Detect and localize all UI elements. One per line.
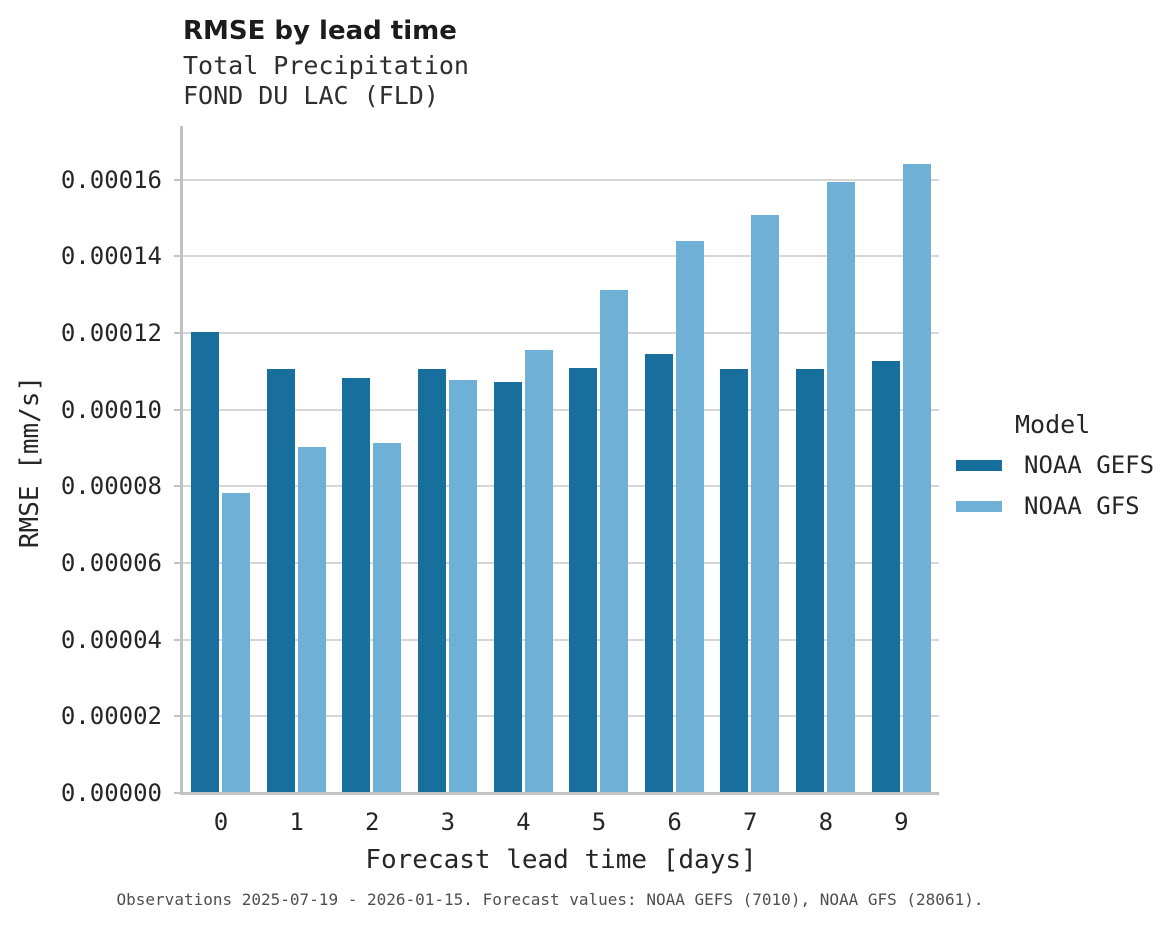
bar-group-lead-4 <box>485 349 561 793</box>
bar-noaa-gfs-lead-7 <box>751 214 780 793</box>
bar-noaa-gefs-lead-7 <box>720 369 749 793</box>
bar-noaa-gefs-lead-5 <box>569 368 598 793</box>
x-tick-label: 6 <box>667 808 682 836</box>
y-tick-mark <box>174 332 180 335</box>
x-tick-label: 3 <box>440 808 456 836</box>
bar-noaa-gefs-lead-9 <box>871 361 900 793</box>
bar-group-lead-7 <box>712 214 788 793</box>
chart-subtitle-station: FOND DU LAC (FLD) <box>183 81 439 110</box>
bar-noaa-gefs-lead-4 <box>493 382 522 793</box>
gridline <box>183 485 939 488</box>
bar-group-lead-9 <box>863 164 939 793</box>
bar-noaa-gefs-lead-0 <box>191 331 220 793</box>
bar-noaa-gfs-lead-6 <box>675 241 704 793</box>
x-tick-label: 7 <box>742 808 758 836</box>
x-axis-spine <box>180 792 939 795</box>
bar-group-lead-1 <box>259 369 335 793</box>
bar-group-lead-0 <box>183 331 259 793</box>
bar-group-lead-3 <box>410 368 486 793</box>
caption: Observations 2025-07-19 - 2026-01-15. Fo… <box>116 890 984 909</box>
legend-swatch-noaa-gfs <box>956 500 1002 512</box>
y-tick-label: 0.00006 <box>60 549 162 577</box>
chart-subtitle-variable: Total Precipitation <box>183 51 469 80</box>
bar-noaa-gfs-lead-9 <box>902 164 931 793</box>
y-tick-mark <box>174 715 180 718</box>
bar-noaa-gfs-lead-5 <box>600 290 629 793</box>
bar-noaa-gfs-lead-8 <box>827 182 856 793</box>
gridline <box>183 638 939 641</box>
y-tick-label: 0.00000 <box>60 779 162 807</box>
y-tick-label: 0.00002 <box>60 702 162 731</box>
plot-area <box>183 127 939 793</box>
legend-label-noaa-gefs: NOAA GEFS <box>1024 451 1155 479</box>
gridline <box>183 332 939 335</box>
bar-noaa-gefs-lead-6 <box>644 354 673 793</box>
x-tick-label: 0 <box>213 808 229 836</box>
y-tick-label: 0.00008 <box>60 472 162 501</box>
bar-noaa-gefs-lead-1 <box>266 369 295 793</box>
y-tick-mark <box>174 562 180 564</box>
y-tick-label: 0.00004 <box>60 625 162 654</box>
y-tick-mark <box>174 178 180 181</box>
chart-title: RMSE by lead time <box>183 16 457 46</box>
x-tick-label: 5 <box>591 808 607 836</box>
gridline <box>183 562 939 564</box>
y-tick-label: 0.00016 <box>60 165 162 194</box>
y-tick-mark <box>174 255 180 258</box>
legend-entry-noaa-gefs: NOAA GEFS <box>956 451 1154 479</box>
y-tick-label: 0.00014 <box>60 242 162 271</box>
y-tick-mark <box>174 408 180 411</box>
bar-group-lead-8 <box>788 182 864 793</box>
bar-noaa-gefs-lead-8 <box>796 368 825 793</box>
y-tick-mark <box>174 792 180 794</box>
bar-noaa-gefs-lead-2 <box>342 377 371 793</box>
bar-noaa-gfs-lead-0 <box>222 492 251 793</box>
x-tick-label: 4 <box>516 808 531 836</box>
bar-group-lead-6 <box>637 241 713 793</box>
bar-noaa-gfs-lead-4 <box>524 349 553 793</box>
x-tick-label: 9 <box>894 808 909 836</box>
gridline <box>183 255 939 258</box>
x-axis-title: Forecast lead time [days] <box>365 845 757 875</box>
x-tick-label: 8 <box>818 808 834 836</box>
y-tick-mark <box>174 485 180 488</box>
gridline <box>183 715 939 718</box>
bar-noaa-gfs-lead-2 <box>373 442 402 793</box>
y-tick-label: 0.00010 <box>60 395 162 424</box>
legend-title: Model <box>1015 410 1091 439</box>
bar-noaa-gfs-lead-1 <box>297 446 326 793</box>
y-tick-mark <box>174 638 180 641</box>
gridline <box>183 408 939 411</box>
bar-noaa-gefs-lead-3 <box>418 368 447 793</box>
gridline <box>183 178 939 181</box>
y-axis-spine <box>180 126 183 795</box>
bar-group-lead-5 <box>561 290 637 793</box>
legend-label-noaa-gfs: NOAA GFS <box>1024 492 1140 520</box>
y-tick-label: 0.00012 <box>60 319 162 348</box>
x-tick-label: 2 <box>364 808 380 836</box>
legend-entry-noaa-gfs: NOAA GFS <box>956 492 1154 520</box>
x-tick-label: 1 <box>289 808 304 836</box>
bar-group-lead-2 <box>334 377 410 793</box>
bar-noaa-gfs-lead-3 <box>449 380 478 793</box>
legend: Model NOAA GEFS NOAA GFS <box>956 410 1154 533</box>
legend-swatch-noaa-gefs <box>956 459 1002 471</box>
